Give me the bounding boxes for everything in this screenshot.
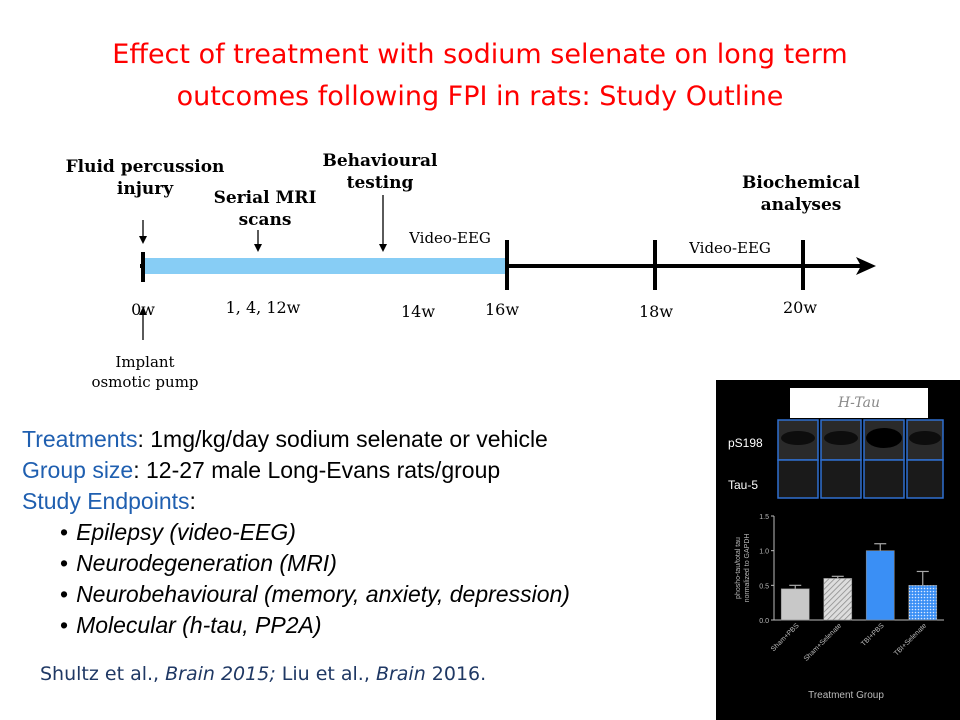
arrow-behavioural	[379, 195, 387, 252]
implant-label: Implant osmotic pump	[91, 353, 199, 391]
arrow-implant	[139, 307, 147, 340]
event-behavioural: Behavioural testing	[322, 151, 438, 193]
video-eeg-label-1: Video-EEG	[409, 229, 491, 247]
endpoint-item: • Molecular (h-tau, PP2A)	[60, 612, 322, 638]
chart-category-label: Sham+PBS	[770, 622, 801, 653]
week-14: 14w	[400, 302, 436, 321]
study-details: Treatments: 1mg/kg/day sodium selenate o…	[22, 424, 570, 641]
week-18: 18w	[638, 302, 674, 321]
treatments-line: Treatments: 1mg/kg/day sodium selenate o…	[22, 426, 548, 452]
event-biochemical: Biochemical analyses	[742, 173, 860, 215]
arrow-fpi	[139, 220, 147, 244]
htau-bar-chart: 0.0 0.5 1.0 1.5 Sham+PBS Sham+Selenate TBI+PBS…	[735, 514, 944, 701]
timeline-arrowhead	[856, 257, 876, 275]
chart-y-tick-label: 0.5	[759, 583, 769, 590]
group-size-line: Group size: 12-27 male Long-Evans rats/g…	[22, 457, 501, 483]
treatment-bar	[145, 258, 505, 274]
blot-label-tau5: Tau-5	[728, 478, 759, 492]
chart-y-label: phosho-tau/total tau normalized to GAPDH	[735, 534, 751, 603]
title-line-2: outcomes following FPI in rats: Study Ou…	[176, 81, 784, 112]
timeline-diagram	[139, 195, 876, 340]
chart-bar	[823, 578, 853, 621]
endpoints-line: Study Endpoints:	[22, 488, 196, 514]
htau-figure: 0.0 0.5 1.0 1.5 Sham+PBS Sham+Selenate TBI+PBS…	[735, 419, 944, 701]
week-0: 0w	[131, 300, 155, 319]
event-fpi: Fluid percussion injury	[65, 157, 225, 199]
reference-citation: Shultz et al., Brain 2015; Liu et al., B…	[40, 663, 487, 685]
blot-row-tau5	[777, 459, 944, 499]
endpoint-item: • Epilepsy (video-EEG)	[60, 519, 296, 545]
chart-bar	[780, 588, 810, 621]
endpoint-item: • Neurobehavioural (memory, anxiety, depr…	[60, 581, 570, 607]
chart-x-label: Treatment Group	[808, 690, 884, 701]
chart-y-tick-label: 1.5	[759, 514, 769, 521]
title-line-1: Effect of treatment with sodium selenate…	[112, 39, 848, 70]
chart-y-tick-label: 1.0	[759, 549, 769, 556]
chart-y-tick-label: 0.0	[759, 618, 769, 625]
slide-title: Effect of treatment with sodium selenate…	[40, 34, 920, 118]
endpoint-item: • Neurodegeneration (MRI)	[60, 550, 337, 576]
event-mri: Serial MRI scans	[213, 188, 317, 230]
video-eeg-label-2: Video-EEG	[689, 239, 771, 257]
blot-label-ps198: pS198	[728, 436, 763, 450]
chart-category-label: TBI+PBS	[860, 622, 886, 648]
chart-category-label: Sham+Selenate	[803, 622, 843, 662]
blot-row-ps198	[777, 419, 944, 461]
week-1-4-12: 1, 4, 12w	[225, 298, 301, 317]
chart-bar	[865, 550, 895, 621]
chart-category-label: TBI+Selenate	[893, 622, 928, 657]
week-16: 16w	[484, 300, 520, 319]
arrow-mri	[254, 230, 262, 252]
htau-header: H-Tau	[790, 388, 928, 418]
chart-bar	[908, 585, 938, 621]
week-20: 20w	[782, 298, 818, 317]
